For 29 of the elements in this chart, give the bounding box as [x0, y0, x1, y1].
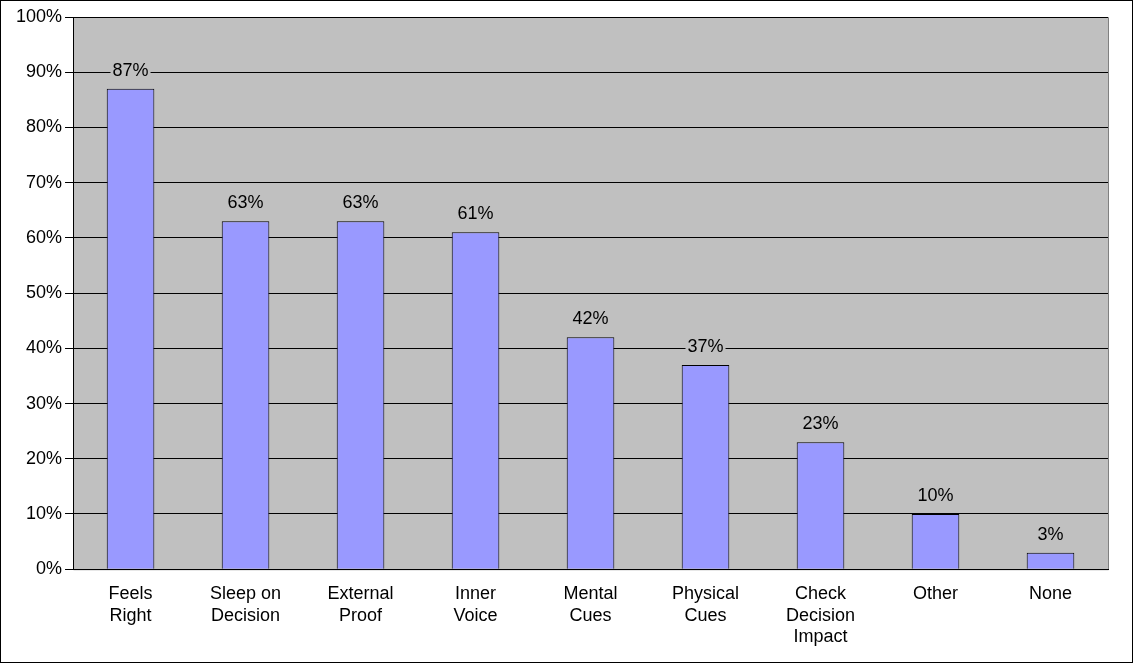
y-tick-label: 10% [26, 502, 63, 523]
data-label: 23% [802, 413, 839, 434]
x-tick-label: Inner Voice [453, 582, 498, 625]
data-label: 63% [227, 192, 264, 213]
x-tick-label: Sleep on Decision [210, 582, 282, 625]
x-tick-label: None [1028, 582, 1073, 603]
data-label: 10% [917, 484, 954, 505]
y-tick-label: 80% [26, 116, 63, 137]
x-tick-label: Feels Right [108, 582, 153, 625]
x-tick-label: Mental Cues [563, 582, 618, 625]
data-label: 87% [112, 59, 149, 80]
x-tick-label: Check Decision Impact [785, 582, 856, 647]
y-tick-label: 90% [26, 61, 63, 82]
data-label: 37% [687, 335, 724, 356]
x-tick-label: Other [912, 582, 959, 603]
y-tick-label: 70% [26, 171, 63, 192]
y-tick-label: 0% [36, 558, 63, 579]
y-tick-label: 30% [26, 392, 63, 413]
y-tick-label: 50% [26, 282, 63, 303]
data-label: 61% [457, 203, 494, 224]
data-label: 3% [1037, 523, 1064, 544]
data-label: 63% [342, 192, 379, 213]
data-label: 42% [572, 308, 609, 329]
x-tick-label: Physical Cues [672, 582, 740, 625]
y-tick-label: 100% [15, 5, 63, 26]
y-tick-label: 60% [26, 226, 63, 247]
x-tick-label: External Proof [327, 582, 394, 625]
y-tick-label: 20% [26, 447, 63, 468]
y-tick-label: 40% [26, 337, 63, 358]
